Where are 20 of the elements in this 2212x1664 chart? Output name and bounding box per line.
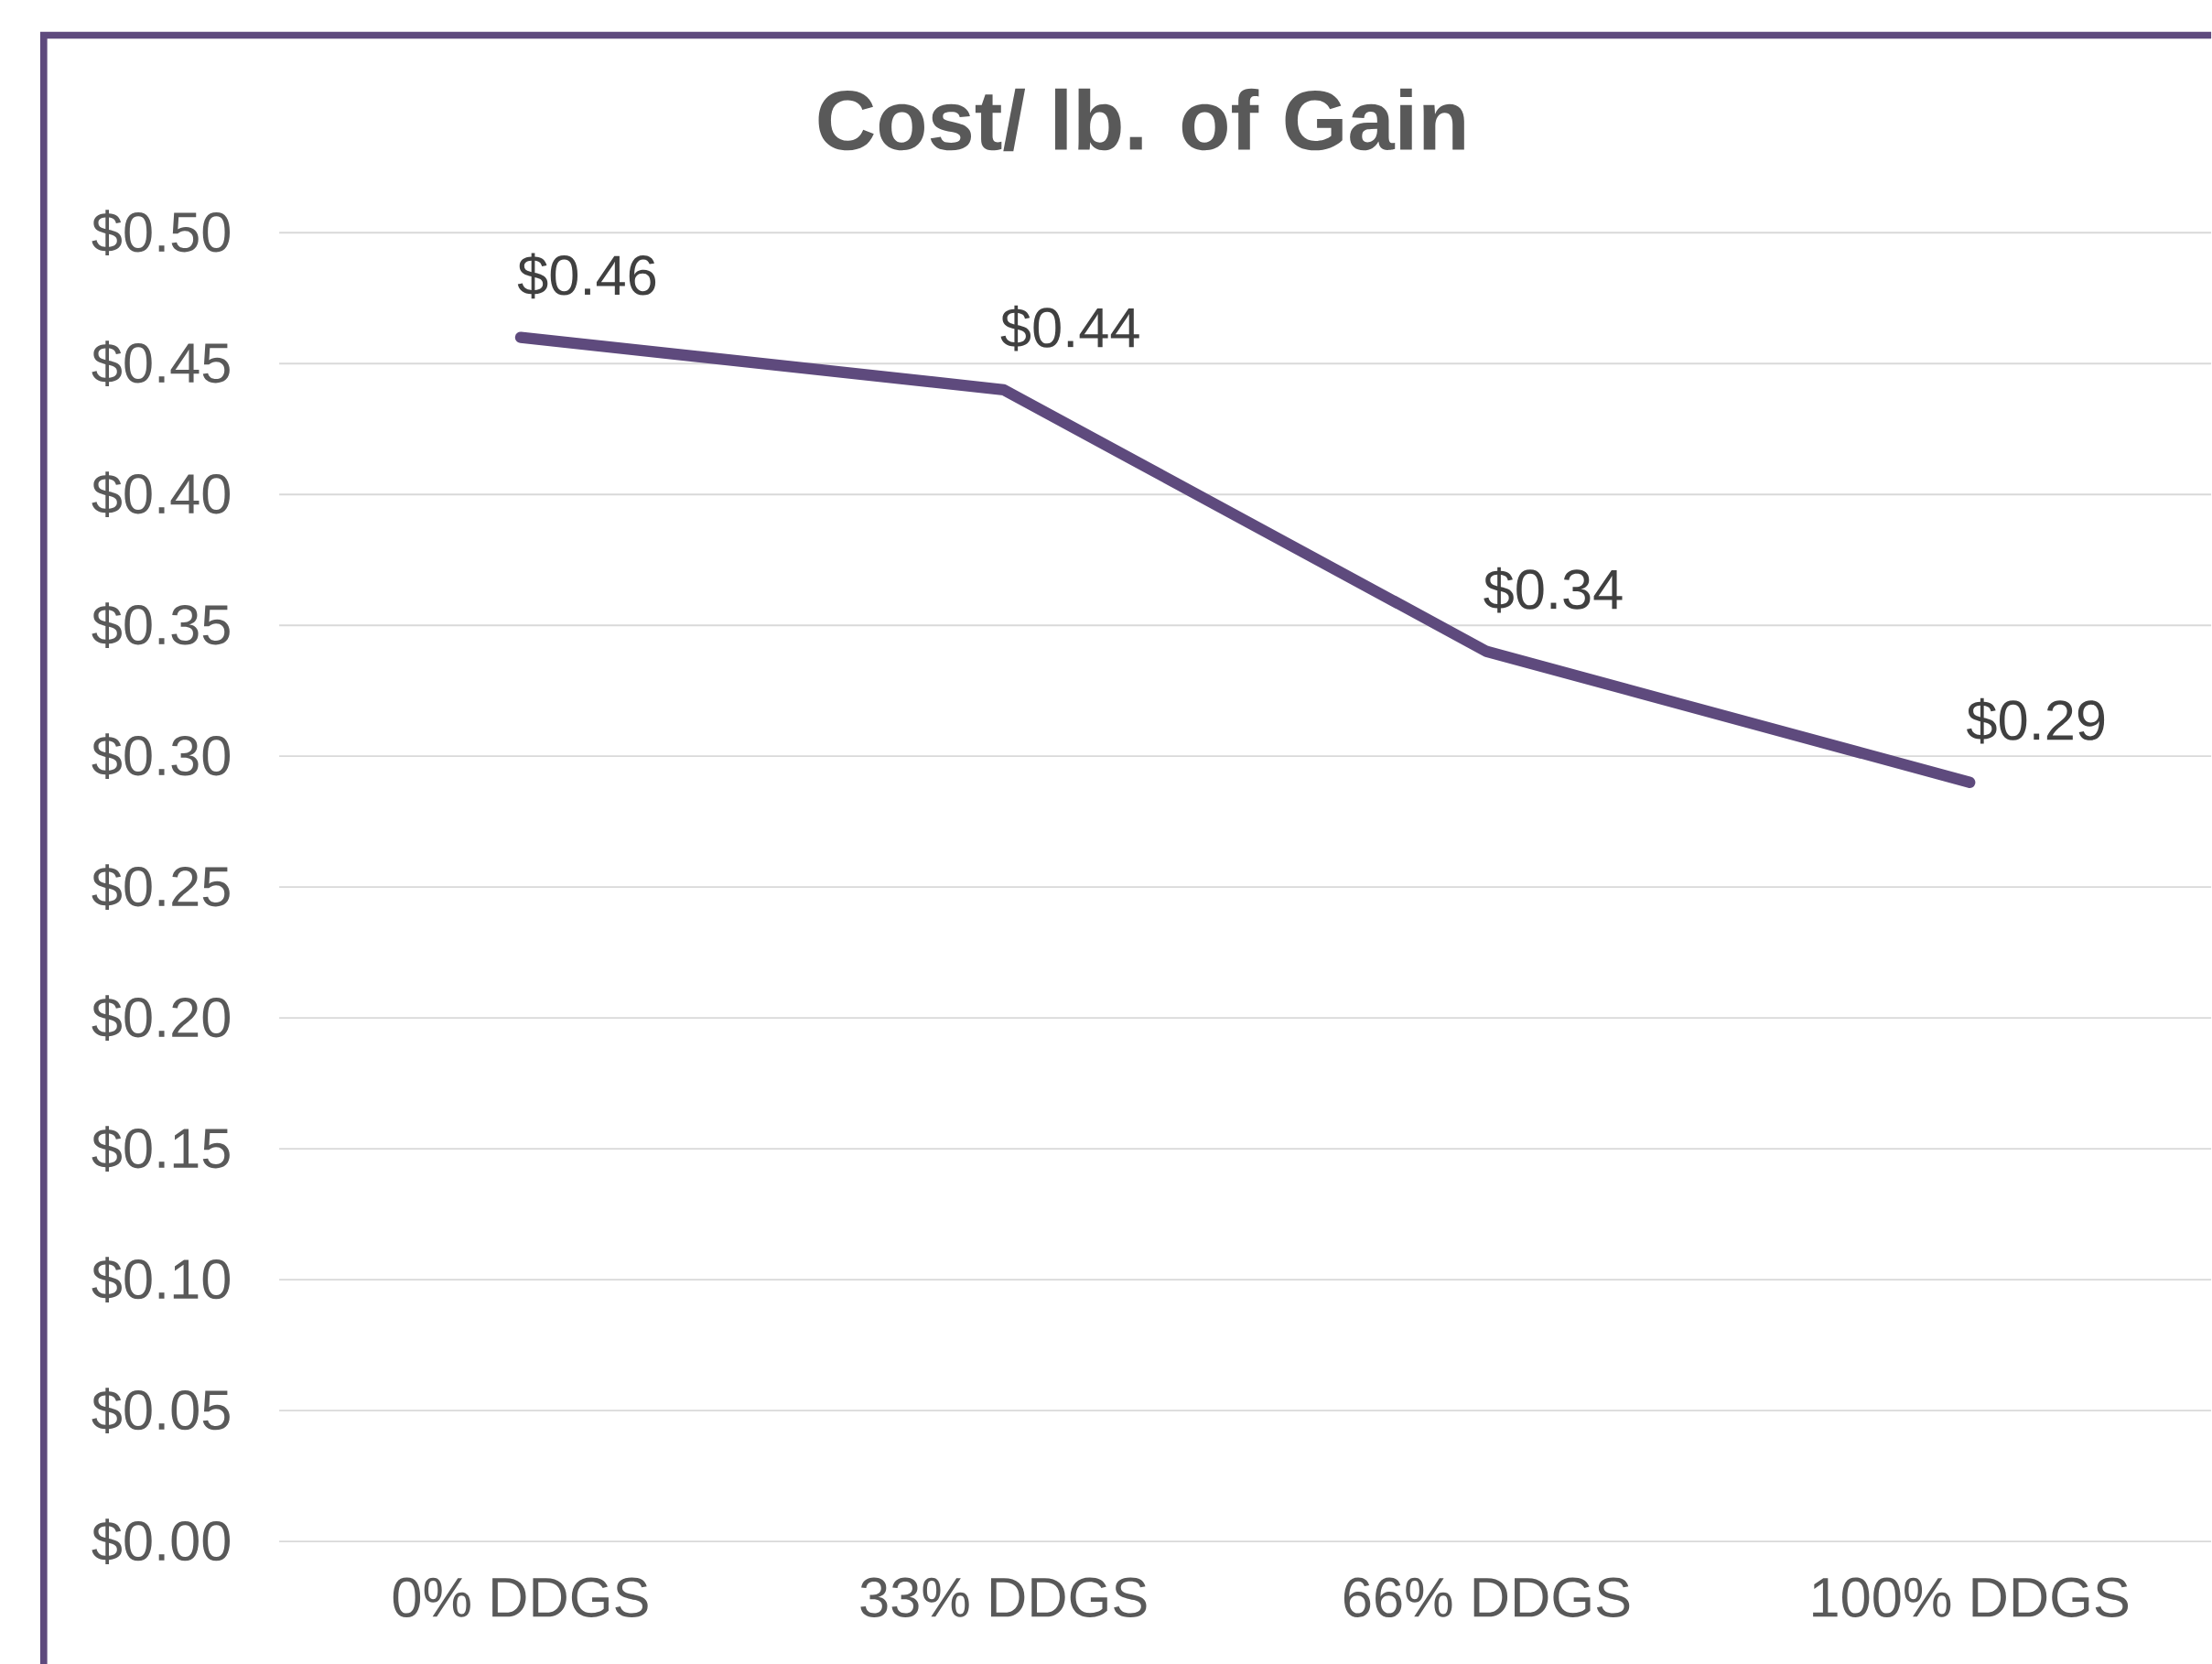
y-tick-label: $0.05 (92, 1388, 230, 1433)
y-tick-label: $0.20 (92, 995, 231, 1041)
data-label: $0.46 (517, 253, 656, 299)
x-tick-label: 33% DDGS (860, 1577, 1147, 1617)
y-tick-label: $0.30 (92, 733, 231, 779)
x-tick-label: 100% DDGS (1813, 1577, 2129, 1617)
y-tick-label: $0.45 (92, 340, 230, 386)
data-label: $0.29 (1967, 697, 2105, 744)
y-tick-label: $0.25 (92, 864, 230, 910)
y-tick-label: $0.10 (92, 1257, 231, 1302)
y-tick-label: $0.50 (92, 210, 231, 255)
data-label: $0.34 (1484, 567, 1623, 613)
y-tick-label: $0.00 (92, 1518, 231, 1564)
y-tick-label: $0.35 (92, 602, 230, 648)
chart-title: Cost/ lb. of Gain (818, 88, 1464, 152)
x-tick-label: 66% DDGS (1343, 1577, 1630, 1617)
y-tick-label: $0.40 (92, 471, 231, 517)
data-label: $0.44 (1000, 305, 1139, 351)
y-tick-label: $0.15 (92, 1126, 230, 1172)
x-tick-label: 0% DDGS (393, 1577, 648, 1617)
